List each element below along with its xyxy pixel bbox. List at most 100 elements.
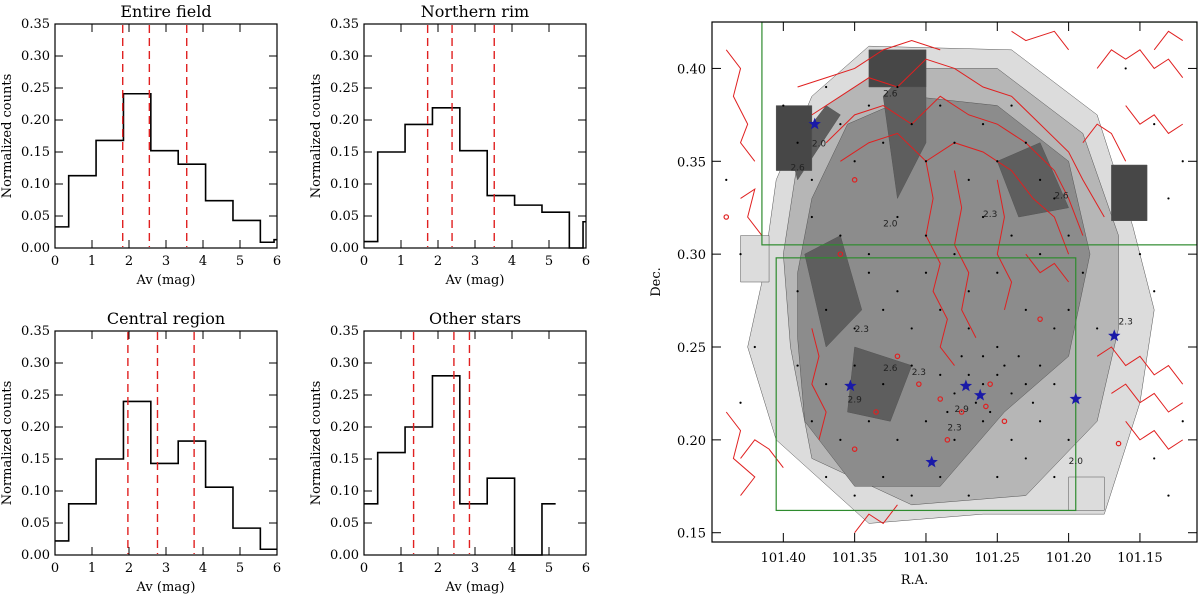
x-tick-label: 4 <box>508 254 516 269</box>
star-dot <box>981 215 985 219</box>
red-contour <box>854 504 898 534</box>
star-dot <box>1031 401 1035 404</box>
red-contour <box>1111 383 1184 413</box>
x-tick-label: 5 <box>545 254 553 269</box>
contour-level-label: 2.3 <box>1119 318 1133 328</box>
histogram-steps <box>55 400 277 551</box>
star-dot <box>1067 234 1070 237</box>
extinction-fill-gray1 <box>1068 476 1105 511</box>
star-dot <box>853 327 856 330</box>
red-contour <box>740 439 784 469</box>
star-dot <box>981 383 985 386</box>
y-tick-label: 0.00 <box>21 241 50 256</box>
star-dot <box>946 410 949 414</box>
contour-level-label: 2.0 <box>1069 457 1084 467</box>
star-dot <box>981 123 985 126</box>
star-dot <box>867 104 871 107</box>
plot-frame <box>363 23 587 249</box>
red-contour <box>725 49 756 162</box>
contour-level-label: 2.6 <box>790 164 805 174</box>
map-x-axis-label: R.A. <box>901 573 928 588</box>
red-circle-marker <box>837 251 844 257</box>
ob-star-marker <box>959 379 973 392</box>
y-tick-label: 0.25 <box>330 388 359 403</box>
star-dot <box>939 308 942 311</box>
star-dot <box>953 253 956 256</box>
y-tick-label: 0.25 <box>21 81 50 96</box>
star-dot <box>967 327 970 330</box>
map-x-tick-label: 101.25 <box>975 551 1021 566</box>
contour-level-label: 2.6 <box>1054 191 1069 201</box>
x-tick-label: 6 <box>582 254 590 269</box>
map-y-tick-label: 0.35 <box>677 155 706 170</box>
x-tick-label: 5 <box>545 561 553 576</box>
red-circle-marker <box>983 403 989 410</box>
star-dot <box>1053 383 1056 386</box>
star-dot <box>924 234 928 237</box>
red-contour <box>811 58 1105 218</box>
star-dot <box>967 494 970 497</box>
y-tick-label: 0.05 <box>330 516 359 531</box>
star-dot <box>1038 420 1042 423</box>
star-dot <box>1124 67 1127 70</box>
star-dot <box>1153 290 1156 293</box>
star-dot <box>1010 234 1013 237</box>
y-tick-label: 0.25 <box>21 388 50 403</box>
x-axis-label: Av (mag) <box>136 580 196 595</box>
x-tick-label: 4 <box>508 561 516 576</box>
y-tick-label: 0.05 <box>21 209 50 224</box>
star-dot <box>1038 178 1042 181</box>
star-dot <box>1010 438 1013 441</box>
star-dot <box>1053 197 1056 200</box>
star-dot <box>960 355 963 358</box>
panel-title: Other stars <box>429 309 521 328</box>
x-tick-label: 5 <box>236 254 244 269</box>
y-tick-label: 0.15 <box>21 145 50 160</box>
extinction-fill-gray5 <box>868 49 927 88</box>
map-y-tick-label: 0.40 <box>677 62 706 77</box>
star-dot <box>882 141 885 144</box>
red-circle-marker <box>937 396 944 402</box>
x-tick-label: 2 <box>434 561 442 576</box>
star-dot <box>1067 438 1070 441</box>
histogram-steps <box>364 107 586 249</box>
contour-level-label: 2.9 <box>848 396 863 406</box>
y-tick-label: 0.00 <box>330 241 359 256</box>
histogram-panel-northern: Northern rim 0 1 2 3 4 5 6 0.00 0.05 0.10 0.15 0.20 0… <box>309 2 590 288</box>
ob-star-marker <box>1069 392 1082 405</box>
star-dot <box>996 345 999 349</box>
plot-frame <box>54 330 278 556</box>
x-tick-label: 5 <box>236 561 244 576</box>
star-dot <box>910 123 913 126</box>
star-dot <box>739 401 742 404</box>
star-dot <box>825 308 828 311</box>
red-circle-marker <box>851 177 858 183</box>
star-dot <box>924 160 928 163</box>
star-dot <box>882 308 885 311</box>
y-axis-label: Normalized counts <box>309 74 324 199</box>
red-contour <box>811 328 827 440</box>
map-x-tick-label: 101.20 <box>1046 551 1092 566</box>
red-contour <box>840 132 1070 255</box>
x-tick-label: 3 <box>471 561 479 576</box>
map-y-tick-label: 0.25 <box>677 341 706 356</box>
star-dot <box>1010 392 1013 395</box>
red-circle-marker <box>873 409 879 415</box>
map-y-tick-label: 0.15 <box>677 527 706 542</box>
ob-star-marker <box>925 455 938 468</box>
red-contour <box>996 179 1013 310</box>
star-dot <box>910 494 913 497</box>
y-axis-label: Normalized counts <box>0 74 15 199</box>
y-tick-label: 0.15 <box>21 452 50 467</box>
ob-star-marker <box>844 379 857 392</box>
extinction-fill-gray1 <box>740 235 770 283</box>
star-dot <box>1003 364 1006 367</box>
red-circle-marker <box>916 381 922 387</box>
star-dot <box>953 392 956 395</box>
contour-level-label: 2.6 <box>883 89 898 99</box>
y-tick-label: 0.15 <box>330 145 359 160</box>
x-axis-label: Av (mag) <box>445 580 505 595</box>
star-dot <box>1167 494 1170 497</box>
red-circle-marker <box>958 409 965 415</box>
map-x-tick-label: 101.40 <box>761 551 807 566</box>
